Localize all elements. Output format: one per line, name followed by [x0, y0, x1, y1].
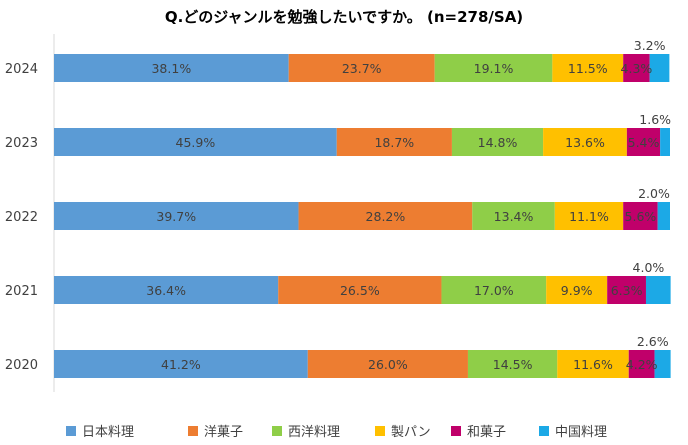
data-label-2024-1: 38.1%: [151, 61, 191, 76]
bar-2020-segment-3: [467, 350, 558, 378]
data-label-2024-5: 4.3%: [621, 61, 653, 76]
bar-2022-segment-3: [472, 202, 555, 230]
bar-2024-segment-1: [54, 54, 289, 82]
category-label-2021: 2021: [5, 284, 38, 299]
bar-2024-segment-2: [288, 54, 435, 82]
bar-2021-segment-2: [278, 276, 442, 304]
data-label-2024-2: 23.7%: [342, 61, 382, 76]
data-label-2020-3: 14.5%: [493, 357, 533, 372]
bar-2024-segment-6: [649, 54, 670, 82]
bar-2021-segment-3: [441, 276, 547, 304]
legend-swatch-5: [451, 426, 461, 436]
data-label-2020-2: 26.0%: [368, 357, 408, 372]
legend-label-2: 洋菓子: [204, 425, 243, 440]
bar-2020-segment-1: [54, 350, 308, 378]
data-label-2021-3: 17.0%: [474, 283, 514, 298]
data-label-2023-6: 1.6%: [639, 112, 671, 127]
bar-2024-segment-5: [623, 54, 650, 82]
data-label-2021-2: 26.5%: [340, 283, 380, 298]
category-label-2020: 2020: [5, 358, 38, 373]
data-label-2023-2: 18.7%: [374, 135, 414, 150]
data-label-2021-1: 36.4%: [146, 283, 186, 298]
legend-label-5: 和菓子: [467, 425, 506, 440]
bar-2024-segment-4: [552, 54, 624, 82]
data-label-2022-2: 28.2%: [366, 209, 406, 224]
data-label-2021-5: 6.3%: [611, 283, 643, 298]
bar-2022-segment-2: [298, 202, 473, 230]
bar-2020-segment-5: [628, 350, 655, 378]
data-label-2020-5: 4.2%: [626, 357, 658, 372]
data-label-2021-4: 9.9%: [561, 283, 593, 298]
bars: [54, 54, 671, 378]
data-label-2024-3: 19.1%: [474, 61, 514, 76]
data-label-2020-6: 2.6%: [637, 334, 669, 349]
data-label-2024-6: 3.2%: [634, 38, 666, 53]
bar-2023-segment-4: [543, 128, 627, 156]
data-labels: 38.1% 23.7% 19.1% 11.5% 4.3% 3.2% 45.9% 18.7% 14…: [146, 38, 671, 372]
bar-2023-segment-1: [54, 128, 337, 156]
bar-2020-segment-6: [654, 350, 671, 378]
legend-swatch-6: [539, 426, 549, 436]
data-label-2020-1: 41.2%: [161, 357, 201, 372]
bar-2021-segment-4: [546, 276, 608, 304]
category-axis: 2024 2023 2022 2021 2020: [5, 34, 55, 392]
bar-2020-segment-4: [557, 350, 629, 378]
bar-2022-segment-5: [623, 202, 658, 230]
data-label-2023-3: 14.8%: [478, 135, 518, 150]
data-label-2024-4: 11.5%: [568, 61, 608, 76]
bar-2022-segment-6: [657, 202, 670, 230]
bar-2023-segment-6: [660, 128, 670, 156]
bar-2021-segment-6: [645, 276, 671, 304]
data-label-2023-1: 45.9%: [176, 135, 216, 150]
data-label-2020-4: 11.6%: [573, 357, 613, 372]
legend-swatch-4: [375, 426, 385, 436]
bar-2022-segment-1: [54, 202, 299, 230]
legend-swatch-2: [188, 426, 198, 436]
legend-swatch-3: [272, 426, 282, 436]
data-label-2023-5: 5.4%: [628, 135, 660, 150]
bar-2022-segment-4: [554, 202, 624, 230]
legend-label-6: 中国料理: [555, 425, 607, 440]
data-label-2022-1: 39.7%: [156, 209, 196, 224]
bar-2020-segment-2: [307, 350, 468, 378]
legend: 日本料理 洋菓子 西洋料理 製パン 和菓子 中国料理: [66, 425, 607, 440]
data-label-2022-4: 11.1%: [569, 209, 609, 224]
category-label-2023: 2023: [5, 136, 38, 151]
bar-2021-segment-5: [607, 276, 646, 304]
legend-label-3: 西洋料理: [288, 425, 340, 440]
legend-label-1: 日本料理: [82, 425, 134, 440]
data-label-2022-6: 2.0%: [638, 186, 670, 201]
bar-2023-segment-3: [451, 128, 544, 156]
bar-2024-segment-3: [434, 54, 553, 82]
legend-label-4: 製パン: [391, 425, 431, 440]
data-label-2023-4: 13.6%: [565, 135, 605, 150]
category-label-2022: 2022: [5, 210, 38, 225]
data-label-2022-3: 13.4%: [494, 209, 534, 224]
data-label-2022-5: 5.6%: [625, 209, 657, 224]
bar-2021-segment-1: [54, 276, 279, 304]
data-label-2021-6: 4.0%: [633, 260, 665, 275]
category-label-2024: 2024: [5, 62, 38, 77]
legend-swatch-1: [66, 426, 76, 436]
bar-2023-segment-2: [336, 128, 452, 156]
chart-title: Q.どのジャンルを勉強したいですか。 (n=278/SA): [165, 8, 523, 26]
bar-2023-segment-5: [626, 128, 661, 156]
